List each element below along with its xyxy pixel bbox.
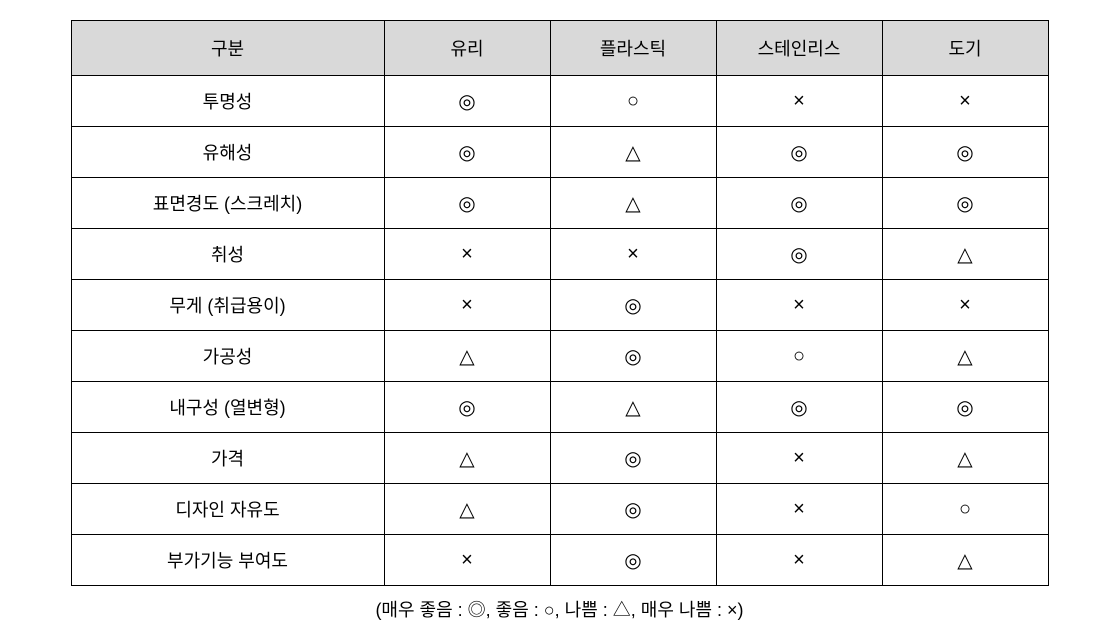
symbol-cell: × [882,76,1048,127]
row-label-cell: 디자인 자유도 [71,484,384,535]
row-label-cell: 유해성 [71,127,384,178]
table-row: 무게 (취급용이)×◎×× [71,280,1048,331]
symbol-cell: △ [550,382,716,433]
symbol-cell: △ [882,229,1048,280]
symbol-cell: ◎ [716,127,882,178]
symbol-cell: × [716,535,882,586]
symbol-cell: ◎ [550,535,716,586]
symbol-cell: △ [882,331,1048,382]
symbol-cell: △ [882,433,1048,484]
table-row: 가격△◎×△ [71,433,1048,484]
symbol-cell: ◎ [384,178,550,229]
symbol-cell: × [882,280,1048,331]
row-label-cell: 표면경도 (스크레치) [71,178,384,229]
symbol-cell: × [384,229,550,280]
symbol-cell: × [550,229,716,280]
symbol-cell: △ [550,178,716,229]
symbol-cell: ◎ [882,382,1048,433]
row-label-cell: 내구성 (열변형) [71,382,384,433]
table-body: 투명성◎○××유해성◎△◎◎표면경도 (스크레치)◎△◎◎취성××◎△무게 (취… [71,76,1048,586]
symbol-cell: ◎ [550,484,716,535]
symbol-cell: ◎ [716,178,882,229]
table-row: 가공성△◎○△ [71,331,1048,382]
row-label-cell: 투명성 [71,76,384,127]
symbol-cell: ◎ [550,433,716,484]
table-header-cell: 구분 [71,21,384,76]
symbol-cell: △ [384,433,550,484]
symbol-cell: × [716,280,882,331]
symbol-cell: ◎ [384,382,550,433]
table-row: 부가기능 부여도×◎×△ [71,535,1048,586]
table-header-cell: 유리 [384,21,550,76]
symbol-cell: ◎ [716,382,882,433]
symbol-cell: △ [384,331,550,382]
symbol-cell: △ [550,127,716,178]
row-label-cell: 가공성 [71,331,384,382]
table-header-cell: 도기 [882,21,1048,76]
table-row: 디자인 자유도△◎×○ [71,484,1048,535]
symbol-cell: × [716,433,882,484]
table-header-cell: 플라스틱 [550,21,716,76]
symbol-cell: ◎ [550,331,716,382]
row-label-cell: 가격 [71,433,384,484]
symbol-cell: × [716,484,882,535]
symbol-cell: ○ [550,76,716,127]
symbol-cell: ○ [882,484,1048,535]
legend-text: (매우 좋음 : ◎, 좋음 : ○, 나쁨 : △, 매우 나쁨 : ×) [375,600,743,620]
row-label-cell: 무게 (취급용이) [71,280,384,331]
symbol-cell: ◎ [384,76,550,127]
symbol-cell: × [716,76,882,127]
row-label-cell: 취성 [71,229,384,280]
symbol-cell: ◎ [384,127,550,178]
symbol-cell: ○ [716,331,882,382]
symbol-cell: × [384,535,550,586]
table-row: 유해성◎△◎◎ [71,127,1048,178]
symbol-cell: △ [882,535,1048,586]
material-comparison-table: 구분유리플라스틱스테인리스도기 투명성◎○××유해성◎△◎◎표면경도 (스크레치… [71,20,1049,586]
row-label-cell: 부가기능 부여도 [71,535,384,586]
symbol-cell: × [384,280,550,331]
table-header-cell: 스테인리스 [716,21,882,76]
table-row: 내구성 (열변형)◎△◎◎ [71,382,1048,433]
table-row: 표면경도 (스크레치)◎△◎◎ [71,178,1048,229]
table-header-row: 구분유리플라스틱스테인리스도기 [71,21,1048,76]
symbol-cell: ◎ [550,280,716,331]
symbol-cell: ◎ [716,229,882,280]
table-row: 투명성◎○×× [71,76,1048,127]
symbol-cell: ◎ [882,127,1048,178]
symbol-cell: △ [384,484,550,535]
table-header: 구분유리플라스틱스테인리스도기 [71,21,1048,76]
legend: (매우 좋음 : ◎, 좋음 : ○, 나쁨 : △, 매우 나쁨 : ×) [375,596,743,622]
symbol-cell: ◎ [882,178,1048,229]
table-row: 취성××◎△ [71,229,1048,280]
